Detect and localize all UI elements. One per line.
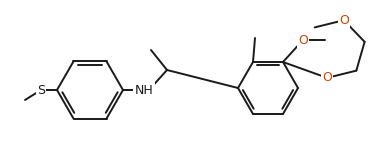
Text: NH: NH bbox=[135, 84, 153, 96]
Text: S: S bbox=[37, 84, 45, 96]
Text: O: O bbox=[322, 71, 332, 84]
Text: O: O bbox=[339, 14, 349, 27]
Text: O: O bbox=[298, 33, 308, 46]
